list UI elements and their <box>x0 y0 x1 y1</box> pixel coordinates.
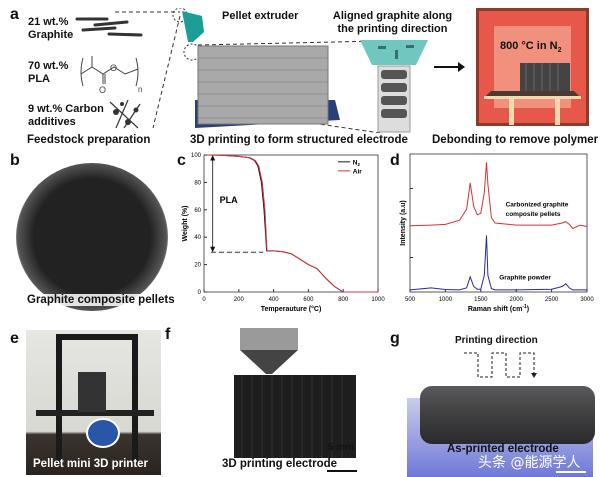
y-tick-label: 40 <box>194 235 201 241</box>
y-tick-label: 20 <box>194 263 201 269</box>
x-axis-label: Temperauture (°C) <box>261 305 322 313</box>
printer-photo <box>26 330 161 475</box>
y-tick-label: 0 <box>198 290 202 296</box>
svg-text:n: n <box>138 85 142 94</box>
panel-label-f: f <box>165 326 171 343</box>
panel-label-d: d <box>390 152 400 169</box>
panel-label-c: c <box>177 152 186 169</box>
graphite-label: 21 wt.% Graphite <box>28 16 74 41</box>
legend-label: Air <box>353 168 363 175</box>
printing-direction-label: Printing direction <box>455 335 538 346</box>
scale-bar-label: 5 mm <box>328 442 355 453</box>
pellets-caption: Graphite composite pellets <box>27 294 175 306</box>
arrow-head-down <box>210 246 216 253</box>
plot-frame <box>409 153 588 293</box>
composite-annotation-2: composite pellets <box>506 211 561 218</box>
aligned-funnel-icon <box>360 40 428 65</box>
pellets-photo <box>16 163 168 311</box>
series-line-0 <box>208 154 378 293</box>
pla-annotation: PLA <box>220 195 239 205</box>
x-axis-label: Raman shift (cm-1) <box>468 304 529 313</box>
plot-frame <box>203 154 379 293</box>
printing-schematic <box>115 8 428 133</box>
arrow-head-up <box>210 155 216 161</box>
svg-text:O: O <box>99 85 106 95</box>
feedstock-caption: Feedstock preparation <box>27 134 151 146</box>
watermark: 头条 @能源学人 <box>478 455 581 471</box>
tga-chart: 0 200 400 600 800 1000 0 20 40 60 80 100 Temperautur… <box>182 153 385 313</box>
x-tick-label: 1000 <box>439 297 453 303</box>
x-tick-label: 3000 <box>580 297 594 303</box>
x-tick-label: 600 <box>303 297 314 303</box>
composite-annotation-1: Carbonized graphite <box>506 201 569 208</box>
carbon-additives-icon <box>109 99 141 129</box>
y-axis-label: Intensity (a.u) <box>400 200 407 246</box>
printed-structure-icon <box>197 45 329 125</box>
x-tick-label: 400 <box>269 297 280 303</box>
x-tick-label: 800 <box>338 297 349 303</box>
x-tick-label: 0 <box>202 297 206 303</box>
printed-electrode-photo <box>234 328 356 458</box>
x-tick-label: 2500 <box>545 297 559 303</box>
furnace-condition-label: 800 °C in N2 <box>500 40 562 55</box>
as-printed-electrode-photo <box>420 386 595 444</box>
x-tick-label: 1000 <box>371 297 385 303</box>
series-line-1 <box>208 154 378 293</box>
y-tick-label: 100 <box>191 153 202 159</box>
graphite-flakes-icon <box>75 17 143 37</box>
y-axis-label: Weight (%) <box>182 205 189 241</box>
furnace-icon <box>476 8 589 126</box>
pla-structure-icon: O O n <box>80 56 142 95</box>
y-tick-label: 80 <box>194 180 201 186</box>
pellet-extruder-label: Pellet extruder <box>222 10 299 22</box>
printing-path-icon <box>464 352 537 378</box>
aligned-graphite-label: Aligned graphite along the printing dire… <box>332 10 453 35</box>
printing-caption: 3D printing to form structured electrode <box>190 134 408 146</box>
as-printed-caption: As-printed electrode <box>447 443 559 455</box>
y-tick-label: 60 <box>194 208 201 214</box>
panel-label-g: g <box>390 330 400 347</box>
pellet-extruder-icon <box>182 11 204 42</box>
series-line-0 <box>409 162 588 230</box>
scale-bar-g <box>556 471 586 473</box>
raman-chart: 500 1000 1500 2000 2500 3000 Raman shift (cm-1… <box>400 153 594 313</box>
electrode-caption: 3D printing electrode <box>222 458 338 470</box>
x-tick-label: 500 <box>405 297 416 303</box>
scale-bar <box>327 470 357 472</box>
x-tick-label: 1500 <box>474 297 488 303</box>
panel-label-b: b <box>10 152 20 169</box>
powder-annotation: Graphite powder <box>499 275 551 282</box>
x-tick-label: 200 <box>234 297 245 303</box>
x-tick-label: 2000 <box>510 297 524 303</box>
panel-label-e: e <box>10 330 19 347</box>
panel-label-a: a <box>10 6 19 23</box>
legend-label: N2 <box>353 159 361 167</box>
series-line-1 <box>409 235 587 291</box>
svg-text:O: O <box>110 63 117 73</box>
arrow-right-icon <box>434 62 465 72</box>
carbon-additives-label: 9 wt.% Carbon additives <box>28 103 104 128</box>
debonding-caption: Debonding to remove polymer <box>432 134 599 146</box>
printer-caption: Pellet mini 3D printer <box>33 458 149 470</box>
pla-label: 70 wt.% PLA <box>28 60 69 85</box>
